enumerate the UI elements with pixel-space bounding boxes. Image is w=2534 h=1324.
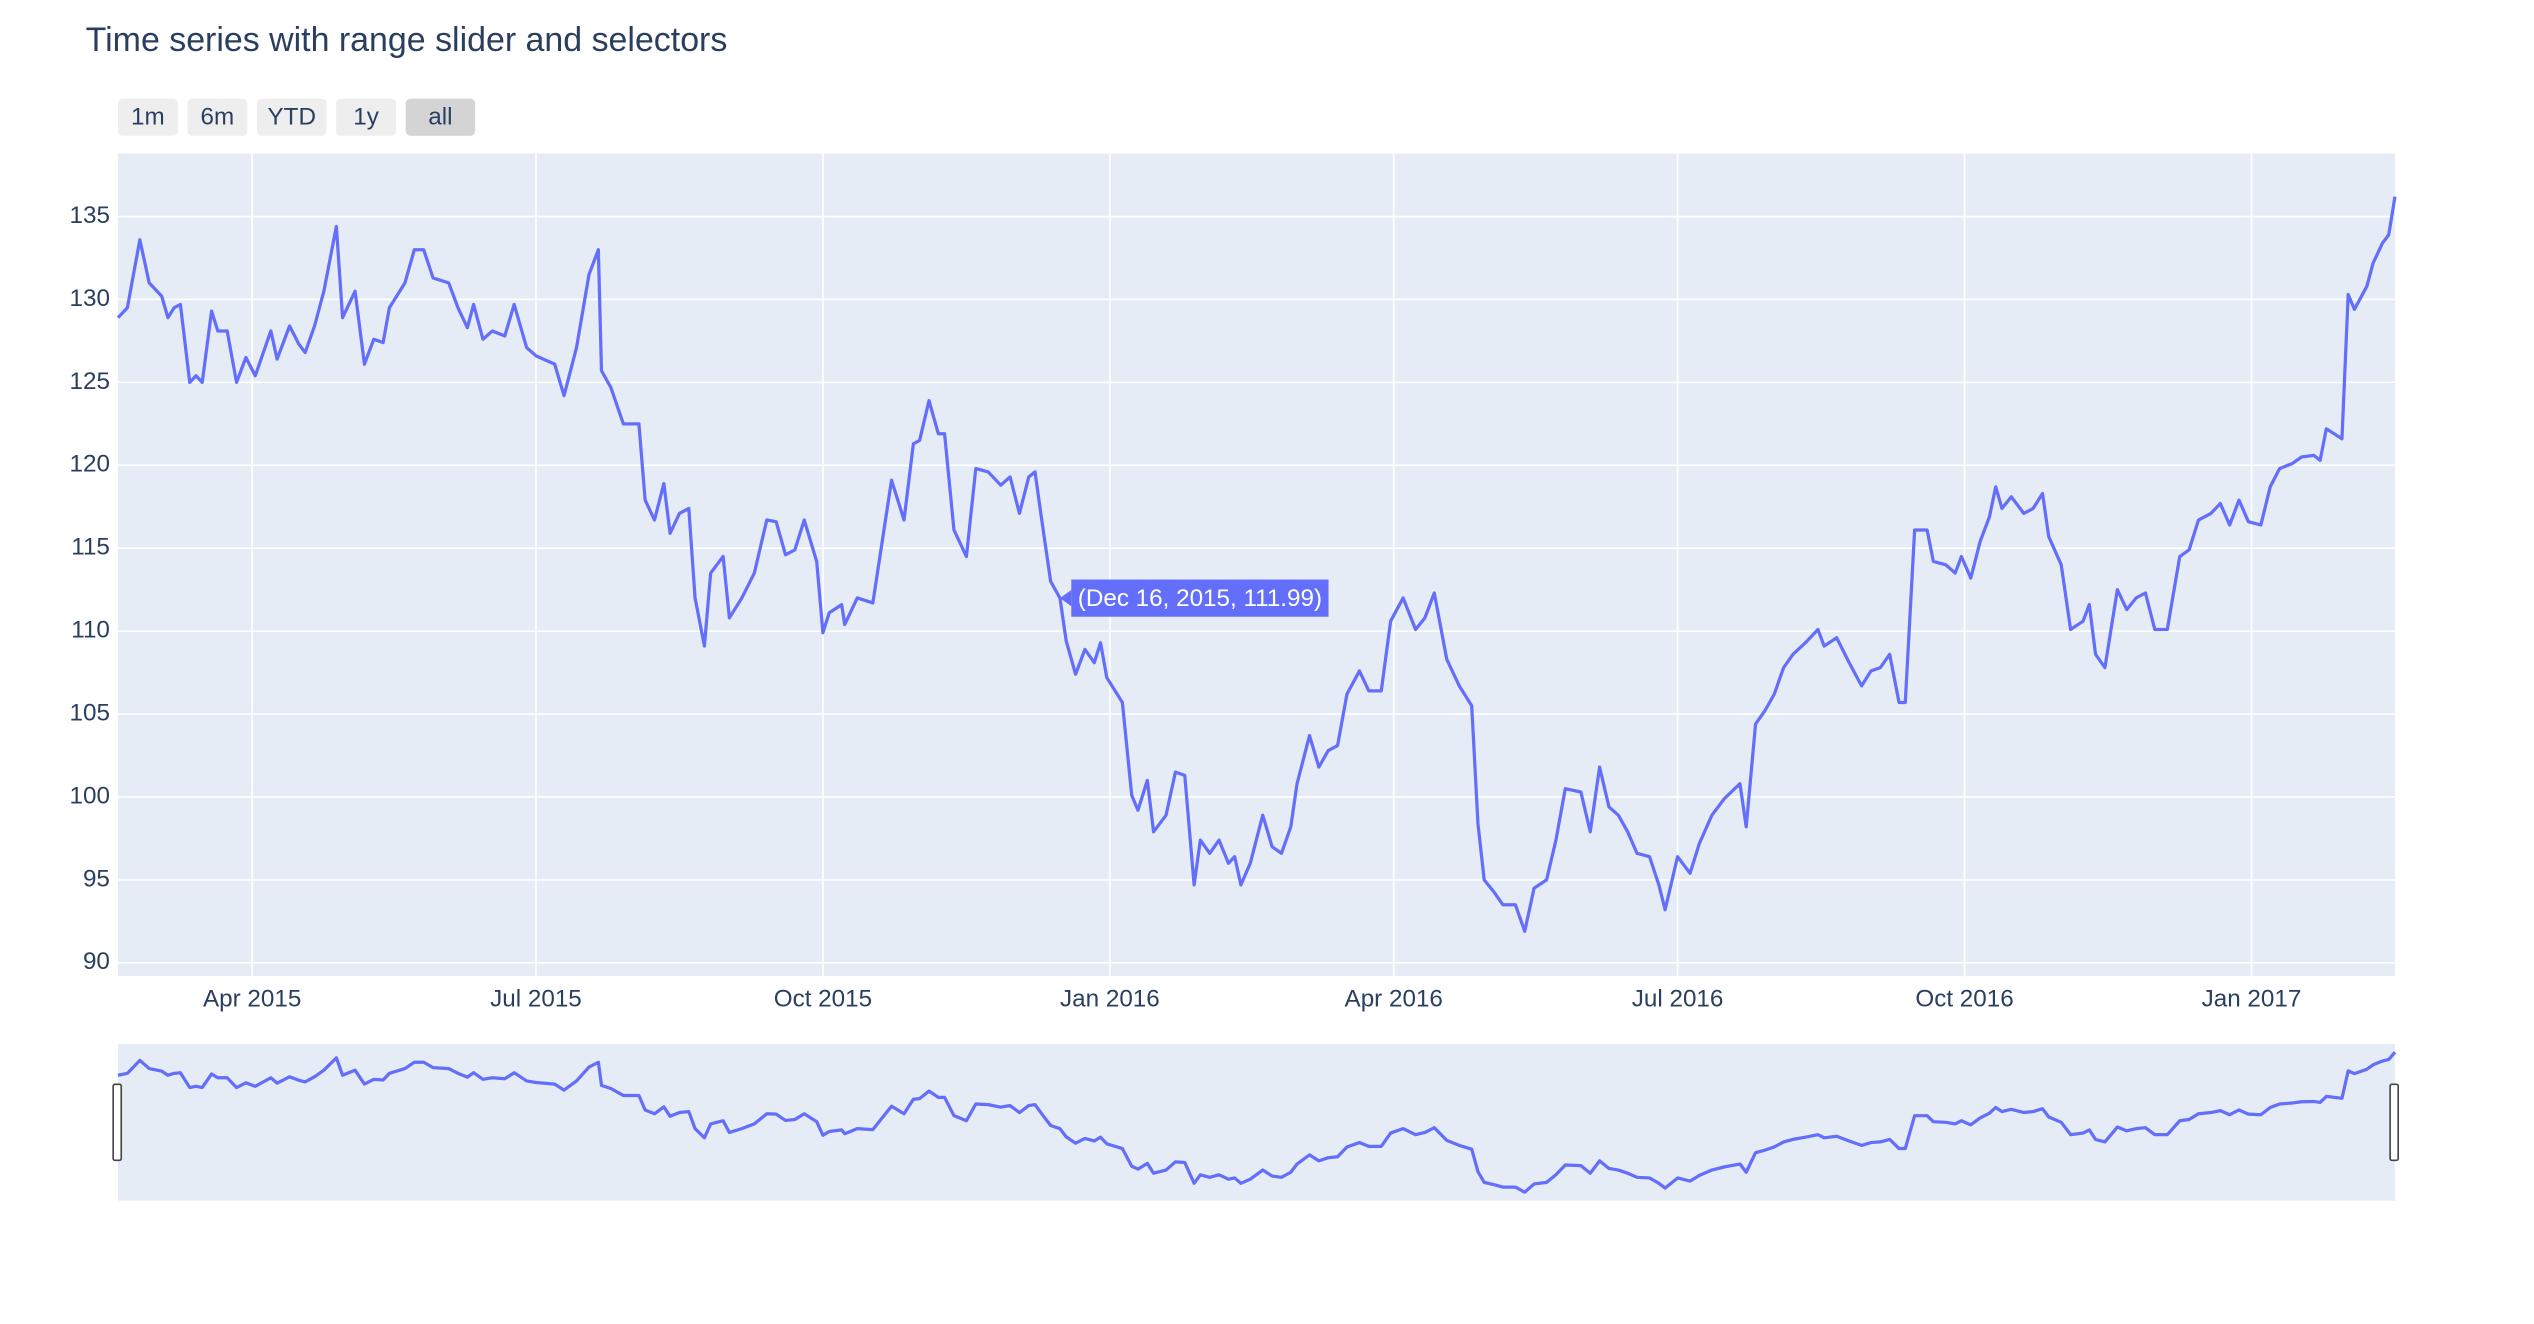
x-tick-label: Apr 2015: [203, 986, 301, 1013]
y-tick-label: 125: [69, 368, 109, 395]
x-tick-label: Jan 2016: [1060, 986, 1160, 1013]
y-tick-label: 100: [69, 782, 109, 809]
plot-area: [118, 153, 2395, 977]
hover-label-text: (Dec 16, 2015, 111.99): [1078, 585, 1322, 612]
range-button[interactable]: [405, 98, 476, 136]
y-tick-label: 120: [69, 451, 109, 478]
y-tick-label: 105: [69, 699, 109, 726]
y-tick-label: 95: [83, 865, 110, 892]
x-tick-label: Oct 2016: [1915, 986, 2013, 1013]
y-tick-label: 110: [71, 617, 110, 644]
range-button[interactable]: [256, 98, 327, 136]
range-button-label[interactable]: 1y: [353, 103, 379, 130]
range-button[interactable]: [118, 98, 178, 136]
range-button-label[interactable]: YTD: [267, 103, 315, 130]
range-button-label[interactable]: all: [428, 103, 452, 130]
y-tick-label: 115: [71, 534, 110, 561]
range-slider-line: [117, 1051, 2397, 1194]
series-line: [116, 196, 2397, 933]
range-button[interactable]: [336, 98, 396, 136]
y-tick-label: 130: [69, 285, 109, 312]
range-button-label[interactable]: 6m: [201, 103, 235, 130]
hover-label: [1071, 579, 1329, 617]
chart-title: Time series with range slider and select…: [86, 21, 728, 59]
x-tick-label: Jul 2015: [490, 986, 582, 1013]
y-tick-label: 135: [69, 202, 109, 229]
x-tick-label: Jan 2017: [2202, 986, 2302, 1013]
range-slider-handle[interactable]: [112, 1083, 123, 1162]
range-button-label[interactable]: 1m: [131, 103, 165, 130]
range-slider-bg: [118, 1043, 2395, 1201]
range-slider-handle[interactable]: [2389, 1083, 2400, 1162]
hover-pointer: [1059, 590, 1072, 607]
x-tick-label: Jul 2016: [1632, 986, 1724, 1013]
range-button[interactable]: [187, 98, 248, 136]
x-tick-label: Apr 2016: [1345, 986, 1443, 1013]
y-tick-label: 90: [83, 948, 110, 975]
x-tick-label: Oct 2015: [774, 986, 872, 1013]
